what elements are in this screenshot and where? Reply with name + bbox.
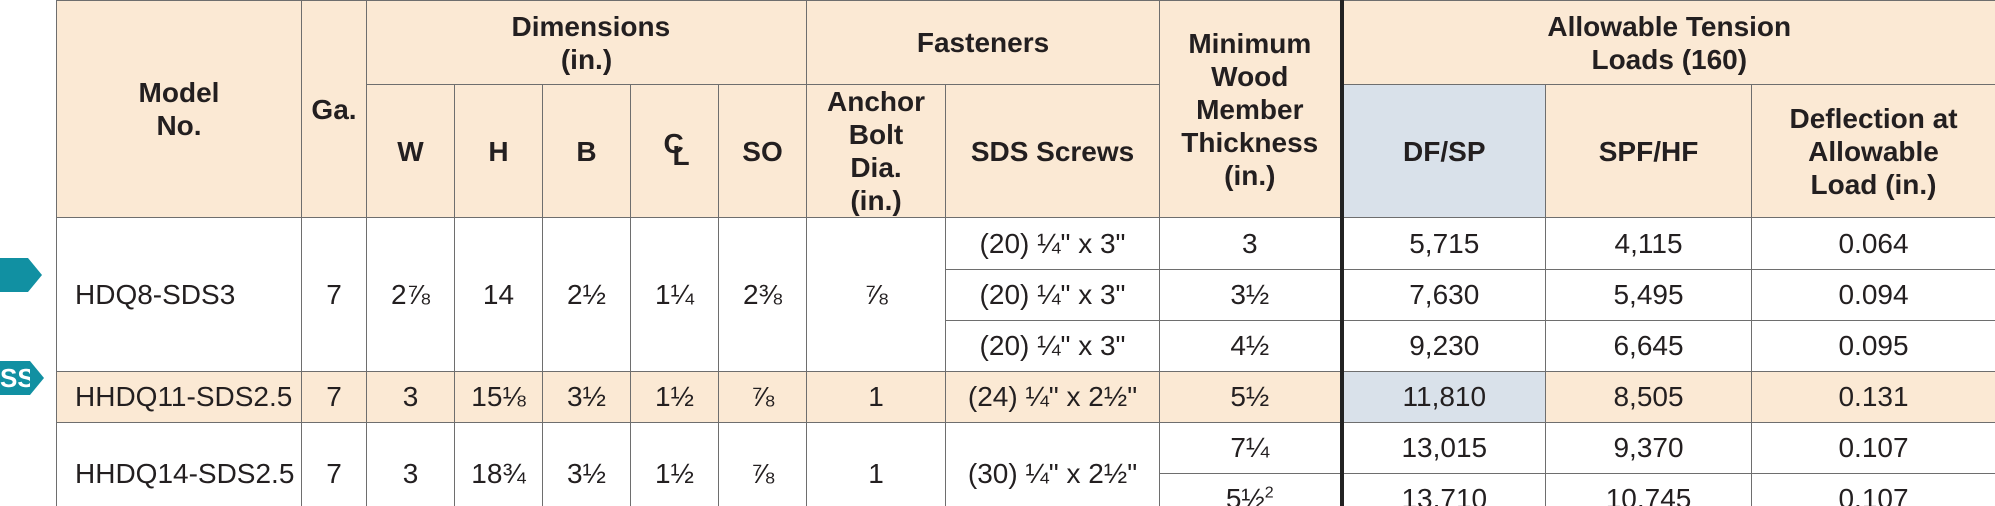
dfsp-cell: 9,230 <box>1339 320 1547 372</box>
min-wood-cell: 7¼ <box>1159 422 1343 474</box>
sds-cell: (20) ¼" x 3" <box>945 269 1161 321</box>
dimensions-header: Dimensions (in.) <box>365 0 808 85</box>
h-cell: 15⅛ <box>454 371 543 423</box>
allowable-loads-header: Allowable Tension Loads (160) <box>1339 0 1995 85</box>
so-cell: 2⅜ <box>717 217 808 372</box>
w-cell: 2⅞ <box>366 217 455 372</box>
so-cell: ⅞ <box>717 371 808 423</box>
centerline-symbol: C L <box>663 127 690 171</box>
spfhf-header: SPF/HF <box>1545 84 1753 218</box>
cl-cell: 1½ <box>630 371 719 423</box>
spfhf-cell: 6,645 <box>1545 320 1753 372</box>
deflection-header: Deflection at Allowable Load (in.) <box>1751 84 1995 218</box>
cl-cell: 1¼ <box>630 217 719 372</box>
model-cell: HHDQ11-SDS2.5 <box>56 371 302 423</box>
h-cell: 14 <box>454 217 543 372</box>
min-wood-header: Minimum Wood Member Thickness (in.) <box>1159 0 1343 218</box>
so-header: SO <box>717 84 808 218</box>
model-cell: HDQ8-SDS3 <box>56 217 302 372</box>
spfhf-cell: 8,505 <box>1545 371 1753 423</box>
w-cell: 3 <box>366 422 455 506</box>
sds-screws-header: SDS Screws <box>945 84 1161 218</box>
b-cell: 2½ <box>542 217 631 372</box>
anchor-cell: 1 <box>806 422 947 506</box>
table-row: (20) ¼" x 3" 4½ 9,230 6,645 0.095 <box>57 320 1995 372</box>
b-header: B <box>542 84 631 218</box>
min-wood-cell: 3½ <box>1159 269 1343 321</box>
ga-header: Ga. <box>301 0 367 218</box>
header-row-1: Model No. Ga. Dimensions (in.) Fasteners… <box>56 0 1995 218</box>
spfhf-cell: 4,115 <box>1545 217 1753 270</box>
so-cell: ⅞ <box>717 422 808 506</box>
header-row-2: W H B C L SO Anchor Bolt Dia. (in.) SDS … <box>57 84 1995 218</box>
anchor-cell: ⅞ <box>806 217 947 372</box>
model-header: Model No. <box>56 0 302 218</box>
ga-cell: 7 <box>301 217 367 372</box>
b-cell: 3½ <box>542 371 631 423</box>
w-cell: 3 <box>366 371 455 423</box>
h-cell: 18¾ <box>454 422 543 506</box>
w-header: W <box>366 84 455 218</box>
allowable-tension-loads-table: Model No. Ga. Dimensions (in.) Fasteners… <box>56 0 1995 506</box>
min-wood-cell: 5½2 <box>1159 473 1343 506</box>
ga-cell: 7 <box>301 422 367 506</box>
cl-header: C L <box>630 84 719 218</box>
b-cell: 3½ <box>542 422 631 506</box>
dfsp-header: DF/SP <box>1339 84 1547 218</box>
min-wood-cell: 5½ <box>1159 371 1343 423</box>
dfsp-cell: 11,810 <box>1339 371 1547 423</box>
ga-cell: 7 <box>301 371 367 423</box>
dfsp-cell: 7,630 <box>1339 269 1547 321</box>
min-wood-cell: 4½ <box>1159 320 1343 372</box>
dfsp-cell: 13,710 <box>1339 473 1547 506</box>
footnote-marker: 2 <box>1264 484 1274 502</box>
sds-cell: (24) ¼" x 2½" <box>945 371 1161 423</box>
deflection-cell: 0.095 <box>1751 320 1995 372</box>
ss-label: SS <box>0 363 35 393</box>
deflection-cell: 0.107 <box>1751 422 1995 474</box>
spfhf-cell: 9,370 <box>1545 422 1753 474</box>
table-row: (20) ¼" x 3" 3½ 7,630 5,495 0.094 <box>57 269 1995 321</box>
row-marker-ss: SS <box>0 361 44 395</box>
deflection-cell: 0.131 <box>1751 371 1995 423</box>
min-wood-cell: 3 <box>1159 217 1343 270</box>
model-cell: HHDQ14-SDS2.5 <box>56 422 302 506</box>
fasteners-header: Fasteners <box>806 0 1161 85</box>
h-header: H <box>454 84 543 218</box>
sds-cell: (20) ¼" x 3" <box>945 217 1161 270</box>
deflection-cell: 0.107 <box>1751 473 1995 506</box>
sds-cell: (20) ¼" x 3" <box>945 320 1161 372</box>
table-row-highlighted: HHDQ11-SDS2.5 7 3 15⅛ 3½ 1½ ⅞ 1 (24) ¼" … <box>56 371 1995 423</box>
spfhf-cell: 10,745 <box>1545 473 1753 506</box>
anchor-bolt-header: Anchor Bolt Dia. (in.) <box>806 84 947 218</box>
spfhf-cell: 5,495 <box>1545 269 1753 321</box>
anchor-cell: 1 <box>806 371 947 423</box>
table-row: HHDQ14-SDS2.5 7 3 18¾ 3½ 1½ ⅞ 1 (30) ¼" … <box>56 422 1995 506</box>
deflection-cell: 0.094 <box>1751 269 1995 321</box>
sds-cell: (30) ¼" x 2½" <box>945 422 1161 506</box>
deflection-cell: 0.064 <box>1751 217 1995 270</box>
row-marker-arrow <box>0 258 42 292</box>
dfsp-cell: 13,015 <box>1339 422 1547 474</box>
dfsp-cell: 5,715 <box>1339 217 1547 270</box>
cl-cell: 1½ <box>630 422 719 506</box>
table-row: 5½2 13,710 10,745 0.107 <box>57 473 1995 506</box>
table-row: HDQ8-SDS3 7 2⅞ 14 2½ 1¼ 2⅜ ⅞ (20) ¼" x 3… <box>56 217 1995 372</box>
